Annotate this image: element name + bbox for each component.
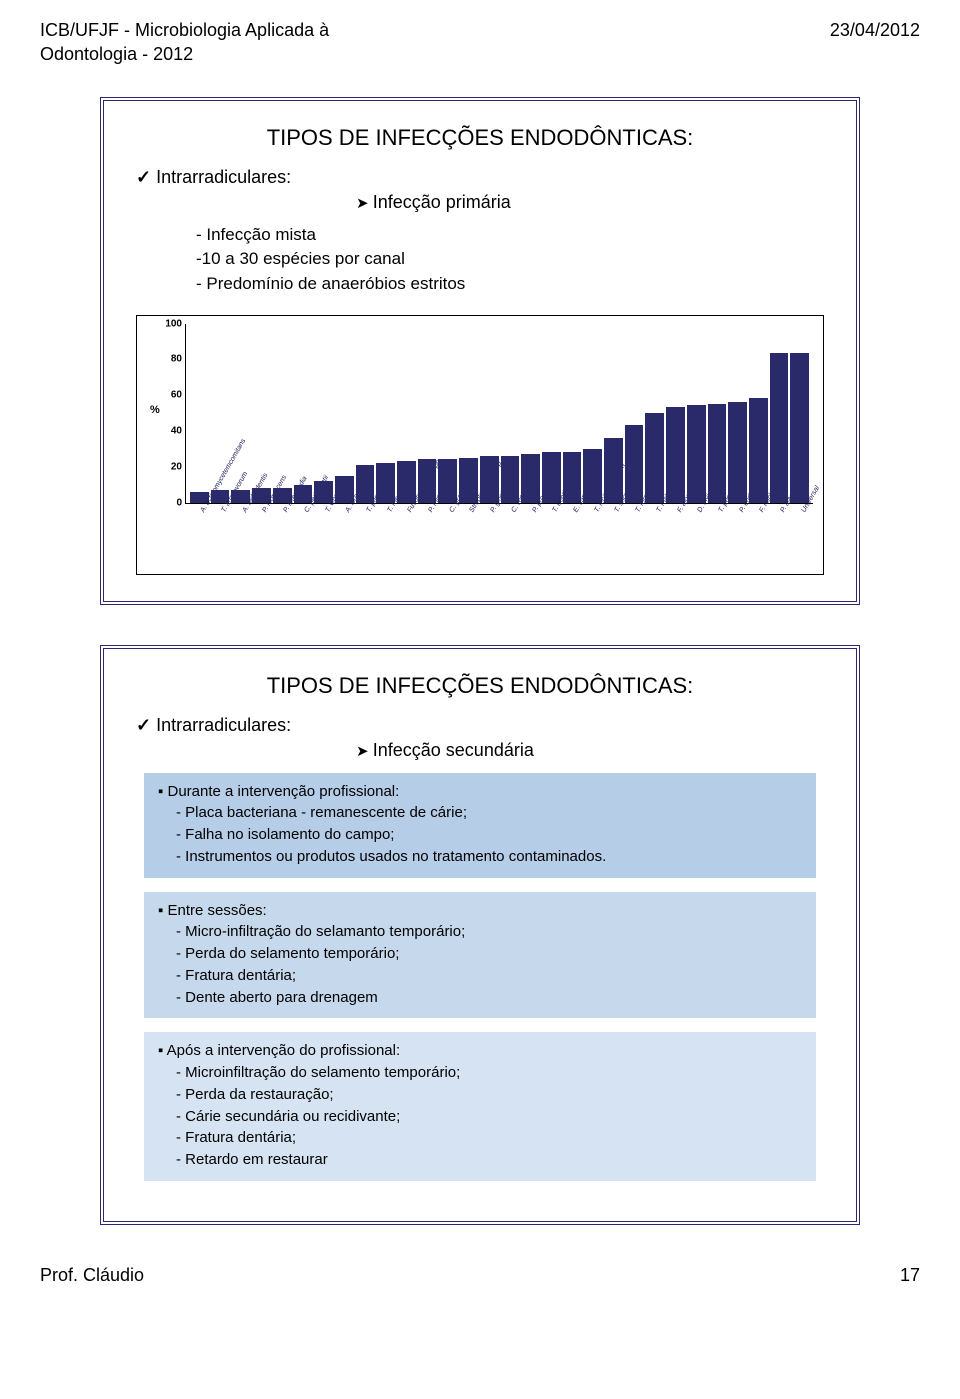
chart-bar: P. alactolyticus [770, 353, 789, 502]
info-box: Após a intervenção do profissional:- Mic… [144, 1032, 816, 1181]
chart-bar: T. forsythensis [625, 425, 644, 502]
bar-fill [583, 449, 602, 503]
bar-fill [708, 404, 727, 503]
chart-bar: C. rectus [501, 456, 520, 503]
bar-fill [459, 458, 478, 503]
info-box: Durante a intervenção profissional:- Pla… [144, 773, 816, 878]
slide-2: TIPOS DE INFECÇÕES ENDODÔNTICAS: Intrarr… [100, 645, 860, 1225]
slide2-title: TIPOS DE INFECÇÕES ENDODÔNTICAS: [136, 673, 824, 699]
y-axis-label: % [150, 404, 160, 416]
slide2-check: Intrarradiculares: [136, 715, 824, 736]
y-tick: 100 [165, 318, 186, 329]
info-box-item: - Placa bacteriana - remanescente de cár… [176, 802, 802, 824]
y-tick: 40 [171, 425, 186, 436]
y-tick: 20 [171, 461, 186, 472]
bar-fill [604, 438, 623, 503]
bar-fill [666, 407, 685, 502]
info-box-item: - Perda da restauração; [176, 1084, 802, 1106]
bar-fill [749, 398, 768, 502]
header-right: 23/04/2012 [830, 18, 920, 67]
bar-fill [501, 456, 520, 503]
slide2-chev: Infecção secundária [356, 740, 824, 761]
info-box-item: - Perda do selamento temporário; [176, 943, 802, 965]
chart-bar: Fusobacterium spp [397, 461, 416, 502]
bar-fill [687, 405, 706, 502]
page-footer: Prof. Cláudio 17 [40, 1265, 920, 1286]
info-box-item: - Micro-infiltração do selamanto temporá… [176, 921, 802, 943]
y-tick: 80 [171, 354, 186, 365]
info-box: Entre sessões:- Micro-infiltração do sel… [144, 892, 816, 1019]
slide1-check: Intrarradiculares: [136, 167, 824, 188]
bar-fill [418, 459, 437, 502]
slide1-bullets: - Infecção mista -10 a 30 espécies por c… [196, 223, 824, 297]
info-box-item: - Fratura dentária; [176, 965, 802, 987]
slide1-chev: Infecção primária [356, 192, 824, 213]
chart-bar: P. gingivalis [480, 456, 499, 503]
chart-bar: A. israelii [335, 476, 354, 503]
chart-bar: F. nucleatum [749, 398, 768, 502]
slide-1: TIPOS DE INFECÇÕES ENDODÔNTICAS: Intrarr… [100, 97, 860, 605]
chart-bar: P. endodontalis [728, 402, 747, 503]
bar-fill [521, 454, 540, 503]
chart-bar: T. pectinovorum [708, 404, 727, 503]
bar-fill [625, 425, 644, 502]
chart-bar: F. alocis [666, 407, 685, 502]
info-box-item: - Instrumentos ou produtos usados no tra… [176, 846, 802, 868]
info-box-lead: Após a intervenção do profissional: [158, 1040, 802, 1062]
chart-bar: C. gracilis [438, 459, 457, 502]
info-box-item: - Retardo em restaurar [176, 1149, 802, 1171]
bar-fill [376, 463, 395, 503]
chart-bar: Streptococcus spp [459, 458, 478, 503]
footer-right: 17 [900, 1265, 920, 1286]
chart-bar: T. amylovorum [211, 490, 230, 503]
info-box-item: - Dente aberto para drenagem [176, 987, 802, 1009]
chart-bar: P. nigrescens [252, 488, 271, 502]
header-left: ICB/UFJF - Microbiologia Aplicada àOdont… [40, 18, 329, 67]
slide1-title: TIPOS DE INFECÇÕES ENDODÔNTICAS: [136, 125, 824, 151]
bar-fill [480, 456, 499, 503]
bar-fill [356, 465, 375, 503]
bar-fill [438, 459, 457, 502]
chart-bar: A. radicidentis [231, 490, 250, 503]
chart-bar: A. actinomycetemcomitans [190, 492, 209, 503]
chart-bar: D. invisus [687, 405, 706, 502]
info-box-item: - Cárie secundária ou recidivante; [176, 1106, 802, 1128]
y-tick: 0 [176, 497, 186, 508]
bar-fill [790, 353, 809, 502]
slide1-bullet: - Infecção mista [196, 223, 824, 248]
info-box-lead: Durante a intervenção profissional: [158, 781, 802, 803]
bar-chart: % 020406080100A. actinomycetemcomitansT.… [136, 315, 824, 575]
chart-bar: T. maltophilum [645, 413, 664, 503]
chart-bar: P. intermedia [273, 488, 292, 502]
y-tick: 60 [171, 390, 186, 401]
chart-bar: P. micros [418, 459, 437, 502]
chart-bar: P. propionicum [521, 454, 540, 503]
bar-fill [728, 402, 747, 503]
bar-fill [645, 413, 664, 503]
slide2-boxes: Durante a intervenção profissional:- Pla… [136, 773, 824, 1181]
info-box-item: - Microinfiltração do selamento temporár… [176, 1062, 802, 1084]
info-box-lead: Entre sessões: [158, 900, 802, 922]
chart-bar: E. saphenum [563, 452, 582, 502]
chart-bar: T. vincentii [314, 481, 333, 503]
bar-fill [563, 452, 582, 502]
bar-fill [770, 353, 789, 502]
chart-bar: T. medium [376, 463, 395, 503]
footer-left: Prof. Cláudio [40, 1265, 144, 1286]
chart-bar: T. denticola [542, 452, 561, 502]
chart-bar: T. socranskii [604, 438, 623, 503]
slide1-bullet: - Predomínio de anaeróbios estritos [196, 272, 824, 297]
info-box-item: - Fratura dentária; [176, 1127, 802, 1149]
chart-bar: C. periodontii [294, 485, 313, 503]
slide1-bullet: -10 a 30 espécies por canal [196, 247, 824, 272]
info-box-item: - Falha no isolamento do campo; [176, 824, 802, 846]
chart-plot-area: % 020406080100A. actinomycetemcomitansT.… [185, 324, 813, 504]
chart-bar: T. parvum [356, 465, 375, 503]
page-header: ICB/UFJF - Microbiologia Aplicada àOdont… [40, 18, 920, 67]
chart-bar: Universal [790, 353, 809, 502]
bar-fill [542, 452, 561, 502]
chart-bar: T. lecithinolyticum [583, 449, 602, 503]
